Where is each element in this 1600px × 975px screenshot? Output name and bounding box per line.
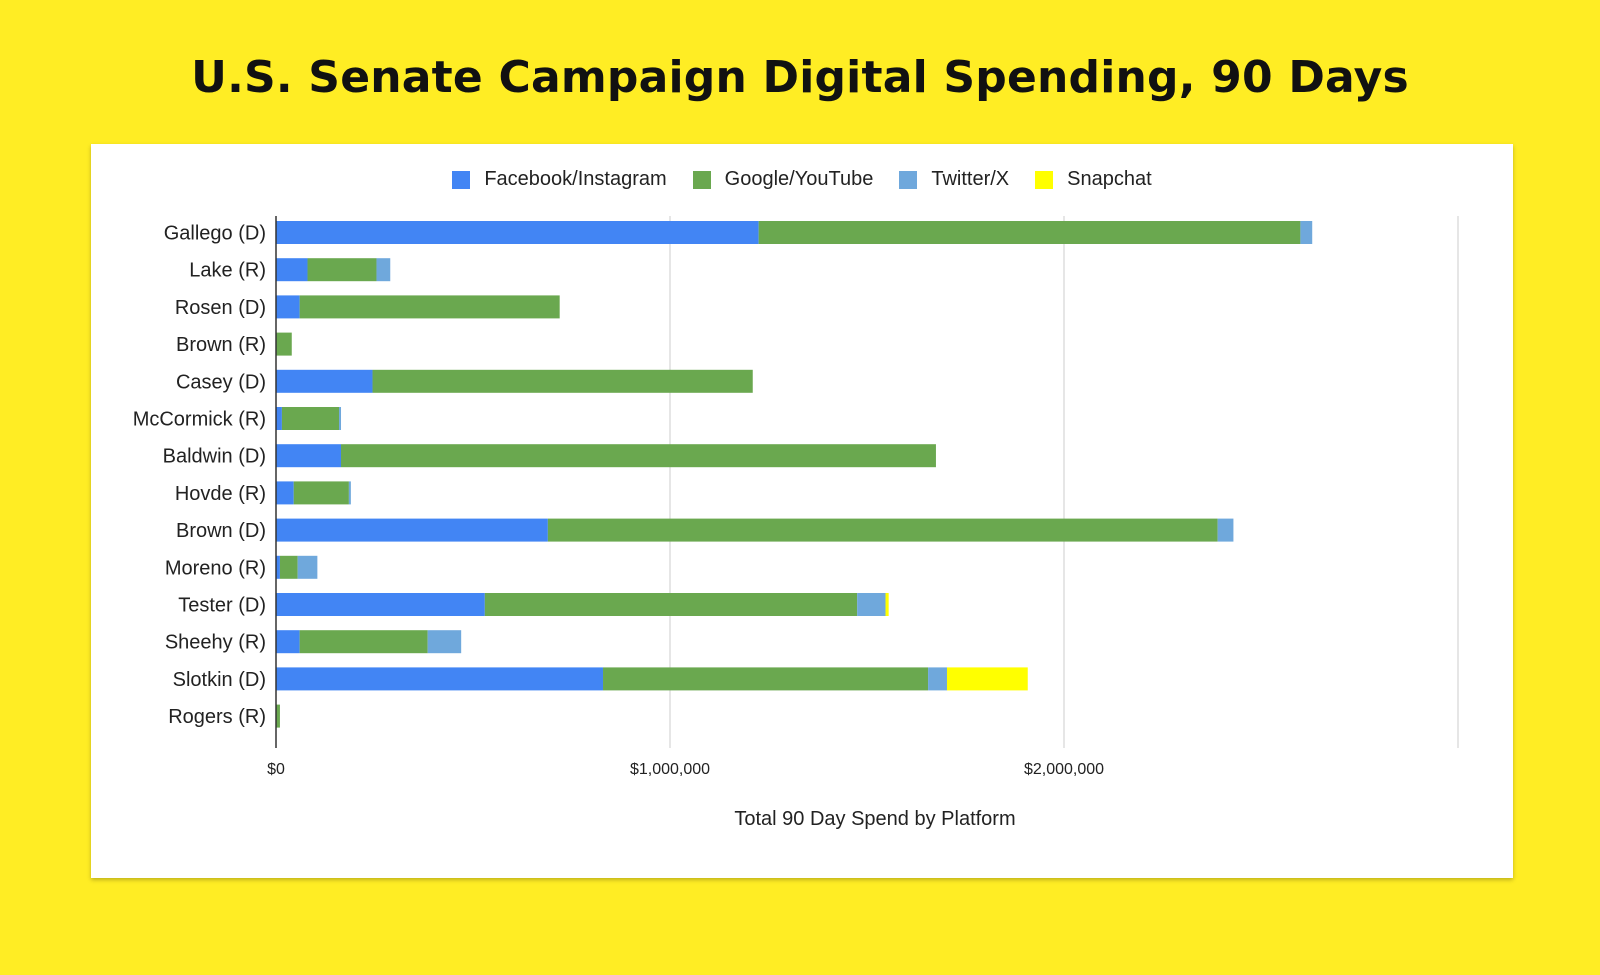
y-tick-label: Brown (D): [176, 520, 266, 542]
x-tick-label: $0: [267, 761, 285, 778]
chart-legend: Facebook/Instagram Google/YouTube Twitter/…: [91, 168, 1513, 191]
x-tick-label: $1,000,000: [630, 761, 710, 778]
y-tick-label: Gallego (D): [164, 223, 266, 245]
y-tick-label: Baldwin (D): [163, 446, 266, 468]
bar-google-youtube-brown-d: [547, 518, 1218, 542]
bar-facebook-instagram-rosen-d: [276, 295, 300, 319]
bar-snapchat-tester-d: [885, 593, 889, 616]
legend-swatch: [452, 170, 471, 189]
legend-swatch: [899, 170, 918, 189]
bar-google-youtube-slotkin-d: [603, 667, 929, 691]
bar-google-youtube-hovde-r: [293, 481, 349, 505]
bar-twitter-x-slotkin-d: [928, 667, 947, 691]
legend-item-snapchat: Snapchat: [1035, 168, 1152, 191]
bar-twitter-x-hovde-r: [348, 481, 351, 505]
bar-twitter-x-moreno-r: [297, 555, 318, 579]
bar-google-youtube-casey-d: [372, 369, 753, 393]
bar-twitter-x-tester-d: [857, 593, 886, 616]
legend-swatch: [1035, 170, 1054, 189]
bar-facebook-instagram-slotkin-d: [276, 667, 604, 691]
bar-facebook-instagram-hovde-r: [276, 481, 294, 505]
bar-facebook-instagram-brown-d: [276, 518, 548, 542]
y-tick-label: Casey (D): [176, 371, 266, 393]
legend-label: Twitter/X: [931, 168, 1010, 190]
bar-facebook-instagram-moreno-r: [276, 555, 280, 579]
bar-twitter-x-lake-r: [376, 258, 391, 282]
bar-twitter-x-sheehy-r: [427, 630, 462, 654]
y-tick-label: Moreno (R): [165, 557, 266, 579]
page-title: U.S. Senate Campaign Digital Spending, 9…: [191, 52, 1409, 103]
y-tick-label: Hovde (R): [175, 483, 266, 505]
bar-google-youtube-lake-r: [307, 258, 377, 282]
bar-google-youtube-rogers-r: [276, 704, 280, 728]
bar-twitter-x-gallego-d: [1300, 221, 1313, 244]
legend-label: Snapchat: [1067, 168, 1152, 190]
bar-facebook-instagram-casey-d: [276, 369, 373, 393]
bar-google-youtube-sheehy-r: [299, 630, 428, 654]
legend-item-google-youtube: Google/YouTube: [692, 168, 874, 191]
bar-facebook-instagram-gallego-d: [276, 221, 759, 244]
x-axis-label: Total 90 Day Spend by Platform: [734, 808, 1015, 830]
bar-facebook-instagram-baldwin-d: [276, 444, 342, 468]
y-tick-label: Sheehy (R): [165, 632, 266, 654]
bar-google-youtube-baldwin-d: [341, 444, 936, 468]
bar-google-youtube-gallego-d: [758, 221, 1301, 244]
chart-card: Facebook/Instagram Google/YouTube Twitter/…: [91, 144, 1513, 878]
x-tick-label: $2,000,000: [1024, 761, 1104, 778]
legend-swatch: [692, 170, 711, 189]
y-tick-label: Slotkin (D): [173, 669, 266, 691]
y-tick-label: Tester (D): [178, 595, 266, 617]
y-tick-label: Lake (R): [189, 260, 266, 282]
bar-facebook-instagram-lake-r: [276, 258, 308, 282]
legend-label: Facebook/Instagram: [484, 168, 667, 190]
y-tick-label: Brown (R): [176, 334, 266, 356]
bar-twitter-x-mccormick-r: [339, 407, 342, 430]
y-tick-label: McCormick (R): [133, 409, 266, 431]
bar-facebook-instagram-mccormick-r: [276, 407, 282, 430]
y-tick-label: Rosen (D): [175, 297, 266, 319]
bar-google-youtube-mccormick-r: [281, 407, 340, 430]
legend-item-twitter-x: Twitter/X: [899, 168, 1009, 191]
legend-label: Google/YouTube: [724, 168, 874, 190]
bar-facebook-instagram-sheehy-r: [276, 630, 300, 654]
stacked-bar-chart: Gallego (D) Lake (R) Rosen (D) Brown (R) Cas…: [133, 216, 1459, 830]
bar-snapchat-slotkin-d: [946, 667, 1028, 691]
bar-google-youtube-moreno-r: [279, 555, 298, 579]
legend-item-facebook-instagram: Facebook/Instagram: [452, 168, 667, 191]
bar-google-youtube-brown-r: [276, 332, 292, 356]
bar-facebook-instagram-tester-d: [276, 593, 485, 616]
y-tick-label: Rogers (R): [168, 706, 266, 728]
bar-google-youtube-rosen-d: [299, 295, 560, 319]
bar-google-youtube-tester-d: [484, 593, 858, 616]
bar-twitter-x-brown-d: [1217, 518, 1234, 542]
